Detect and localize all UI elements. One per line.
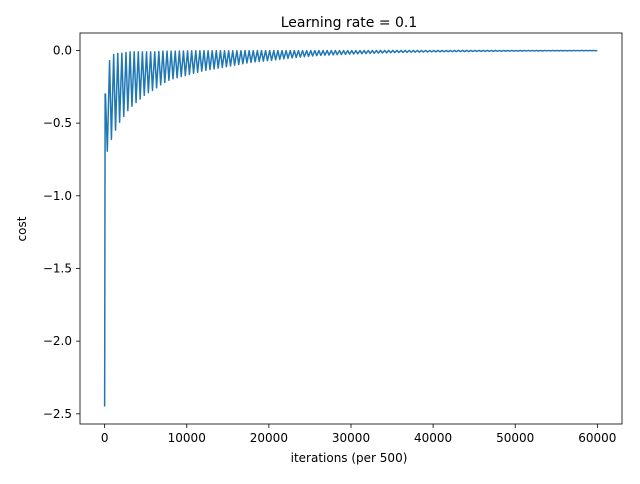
y-tick-label: 0.0	[53, 43, 72, 57]
y-tick-label: −0.5	[43, 116, 72, 130]
x-axis-ticks: 0 10000 20000 30000 40000 50000 60000	[101, 424, 616, 445]
y-tick-label: −2.5	[43, 407, 72, 421]
x-tick-label: 10000	[168, 431, 206, 445]
y-tick-label: −2.0	[43, 334, 72, 348]
x-tick-label: 40000	[414, 431, 452, 445]
plot-area	[103, 49, 598, 407]
x-tick-label: 20000	[250, 431, 288, 445]
x-tick-label: 0	[101, 431, 109, 445]
y-tick-label: −1.5	[43, 261, 72, 275]
cost-series-line	[103, 49, 598, 407]
x-tick-label: 60000	[578, 431, 616, 445]
y-axis-label: cost	[15, 216, 29, 241]
chart-title: Learning rate = 0.1	[281, 15, 418, 31]
axes-frame	[79, 32, 623, 425]
x-tick-label: 50000	[496, 431, 534, 445]
y-tick-label: −1.0	[43, 189, 72, 203]
y-axis-ticks: 0.0 −0.5 −1.0 −1.5 −2.0 −2.5	[43, 43, 80, 421]
x-tick-label: 30000	[332, 431, 370, 445]
x-axis-label: iterations (per 500)	[291, 451, 408, 465]
